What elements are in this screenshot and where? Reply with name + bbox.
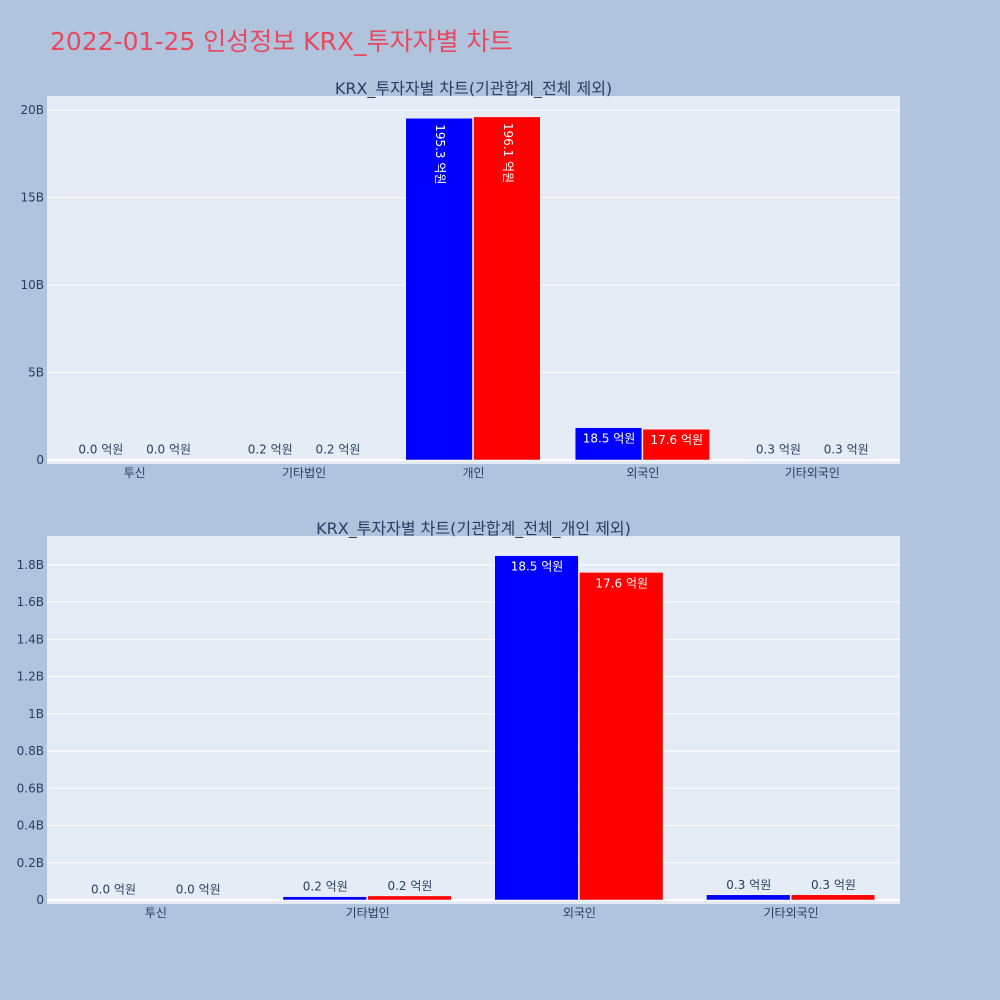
bar-label: 0.3 억원: [726, 878, 771, 892]
x-tick-label: 기타외국인: [764, 906, 819, 920]
y-tick-label: 20B: [20, 103, 44, 117]
x-tick-label: 기타법인: [346, 906, 390, 920]
bar: [642, 428, 710, 461]
bar: [706, 894, 791, 901]
bar-label: 196.1 억원: [501, 123, 515, 183]
chart-title: KRX_투자자별 차트(기관합계_전체 제외): [335, 79, 612, 99]
bar: [579, 572, 664, 901]
bar-label: 0.3 억원: [824, 442, 869, 456]
bar-label: 18.5 억원: [511, 560, 564, 574]
bar: [574, 427, 643, 461]
x-tick-label: 투신: [124, 466, 146, 480]
x-tick-label: 투신: [145, 906, 167, 920]
bar-label: 0.3 억원: [811, 878, 856, 892]
y-tick-label: 1B: [28, 707, 44, 721]
bar: [494, 555, 579, 901]
bar: [155, 899, 240, 901]
y-tick-label: 0.4B: [17, 819, 44, 833]
y-tick-label: 1.6B: [17, 595, 44, 609]
bar: [367, 895, 452, 901]
bar-label: 0.0 억원: [146, 443, 191, 457]
chart-title: KRX_투자자별 차트(기관합계_전체_개인 제외): [316, 519, 631, 539]
x-tick-label: 기타외국인: [785, 466, 840, 480]
y-tick-label: 1.4B: [17, 632, 44, 646]
bar-label: 0.0 억원: [176, 883, 221, 897]
bar-label: 17.6 억원: [595, 576, 648, 590]
y-tick-label: 0.8B: [17, 744, 44, 758]
bar: [66, 459, 134, 461]
bar-label: 0.3 억원: [756, 442, 801, 456]
x-tick-label: 기타법인: [282, 466, 326, 480]
y-tick-label: 0: [36, 893, 44, 907]
x-tick-label: 외국인: [626, 466, 659, 480]
bar: [70, 899, 156, 901]
bar: [303, 459, 372, 461]
y-tick-label: 1.2B: [17, 670, 44, 684]
bar: [790, 894, 876, 901]
bar-label: 0.2 억원: [387, 879, 432, 893]
bar: [744, 459, 812, 461]
x-tick-label: 개인: [462, 466, 484, 480]
bar: [282, 896, 367, 901]
bar-label: 0.2 억원: [315, 443, 360, 457]
plot-area: [47, 536, 900, 904]
bar-label: 18.5 억원: [583, 432, 636, 446]
chart-bottom: KRX_투자자별 차트(기관합계_전체_개인 제외) 0 0.2B 0.4B 0.6B 0…: [17, 519, 900, 920]
y-tick-label: 0.2B: [17, 856, 44, 870]
y-tick-label: 10B: [20, 278, 44, 292]
bar: [236, 459, 304, 461]
bar-label: 0.0 억원: [78, 443, 123, 457]
bar: [473, 116, 541, 461]
page-title: 2022-01-25 인성정보 KRX_투자자별 차트: [50, 27, 513, 56]
bar: [405, 117, 473, 461]
x-tick-label: 외국인: [563, 906, 596, 920]
bar-label: 0.2 억원: [248, 443, 293, 457]
bar: [134, 459, 202, 461]
bar: [812, 459, 880, 461]
y-tick-label: 5B: [28, 366, 44, 380]
y-tick-label: 1.8B: [17, 558, 44, 572]
bar-label: 17.6 억원: [650, 433, 703, 447]
y-tick-label: 0: [36, 453, 44, 467]
bar-label: 0.2 억원: [303, 880, 348, 894]
bar-label: 195.3 억원: [433, 124, 447, 184]
y-tick-label: 0.6B: [17, 781, 44, 795]
bar-label: 0.0 억원: [91, 883, 136, 897]
y-tick-label: 15B: [20, 191, 44, 205]
chart-top: KRX_투자자별 차트(기관합계_전체 제외) 0 5B 10B 15B 20B 투신0.0…: [20, 79, 900, 480]
